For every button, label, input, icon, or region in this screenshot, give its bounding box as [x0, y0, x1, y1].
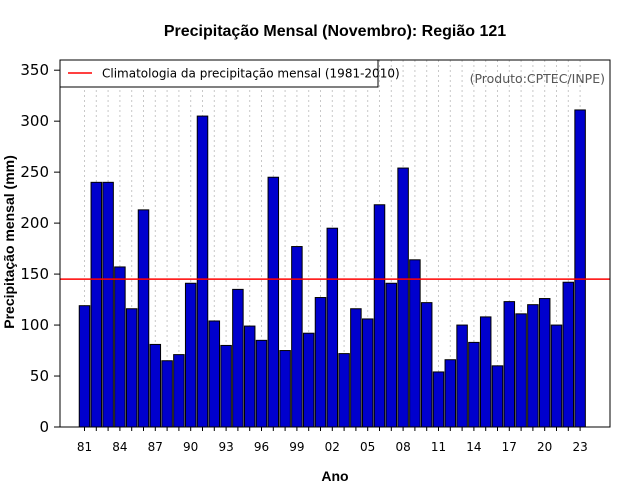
bar-2017 [503, 301, 516, 428]
x-tick-label: 05 [360, 440, 375, 454]
bar-1982 [90, 181, 103, 428]
bar-1993 [220, 344, 232, 428]
x-tick-label: 17 [502, 440, 517, 454]
bars [78, 109, 586, 428]
bar-2006 [373, 204, 386, 428]
x-tick-label: 90 [183, 440, 198, 454]
bar-1987 [149, 343, 162, 428]
x-tick-label: 93 [218, 440, 233, 454]
bar-2014 [468, 341, 480, 428]
x-tick-label: 81 [77, 440, 92, 454]
bar-2000 [302, 332, 315, 428]
bar-1997 [267, 176, 280, 428]
bar-2021 [550, 324, 563, 428]
bar-2007 [385, 282, 398, 428]
bar-2013 [456, 324, 468, 428]
y-tick-label: 50 [30, 367, 49, 385]
bar-1994 [232, 288, 244, 428]
bar-2016 [491, 365, 504, 428]
bar-2020 [538, 298, 551, 428]
bar-1985 [125, 308, 138, 428]
x-tick-label: 08 [395, 440, 410, 454]
bar-2015 [479, 316, 492, 428]
bar-1999 [291, 246, 303, 428]
bar-2003 [338, 353, 350, 428]
bar-2009 [409, 259, 421, 428]
bar-1984 [114, 266, 126, 428]
x-axis-label: Ano [321, 468, 348, 484]
bar-2008 [397, 167, 409, 428]
y-tick-label: 200 [20, 214, 49, 232]
bar-1995 [243, 325, 256, 428]
x-tick-label: 96 [254, 440, 269, 454]
x-tick-label: 23 [572, 440, 587, 454]
bar-1989 [173, 354, 185, 428]
y-tick-label: 0 [39, 418, 49, 436]
y-axis: 0 50 100 150 200 250 300 350 [20, 61, 60, 436]
chart-title: Precipitação Mensal (Novembro): Região 1… [164, 23, 506, 40]
legend-label: Climatologia da precipitação mensal (198… [102, 67, 400, 81]
bar-2010 [420, 302, 433, 428]
y-tick-label: 100 [20, 316, 49, 334]
bar-2002 [326, 227, 339, 428]
legend-box [59, 59, 379, 88]
bar-2022 [562, 281, 575, 428]
x-tick-label: 14 [466, 440, 481, 454]
bar-1996 [255, 339, 268, 428]
bar-1990 [184, 282, 197, 428]
bar-1981 [78, 305, 91, 428]
legend: Climatologia da precipitação mensal (198… [59, 59, 400, 88]
bar-1998 [279, 350, 291, 428]
bar-1986 [137, 209, 150, 428]
bar-2019 [527, 304, 539, 428]
bar-2001 [314, 297, 327, 428]
credit-text: (Produto:CPTEC/INPE) [470, 71, 605, 86]
bar-1988 [161, 360, 173, 428]
y-axis-label: Precipitação mensal (mm) [1, 155, 17, 329]
x-axis: 81 84 87 90 93 96 99 02 05 08 11 14 17 20 23 [77, 427, 588, 454]
bar-1992 [208, 320, 221, 428]
bar-2012 [444, 359, 457, 428]
bar-1991 [196, 115, 209, 428]
y-tick-label: 300 [20, 112, 49, 130]
x-tick-label: 84 [112, 440, 127, 454]
bar-2005 [361, 318, 374, 428]
y-tick-label: 150 [20, 265, 49, 283]
y-tick-label: 350 [20, 61, 49, 79]
y-tick-label: 250 [20, 163, 49, 181]
x-tick-label: 11 [431, 440, 446, 454]
x-tick-label: 87 [148, 440, 163, 454]
bar-2018 [515, 313, 527, 428]
bar-2004 [350, 308, 362, 428]
x-tick-label: 02 [325, 440, 340, 454]
x-tick-label: 99 [289, 440, 304, 454]
bar-1983 [102, 181, 114, 428]
x-tick-label: 20 [537, 440, 552, 454]
bar-2011 [432, 371, 445, 428]
bar-2023 [574, 109, 586, 428]
